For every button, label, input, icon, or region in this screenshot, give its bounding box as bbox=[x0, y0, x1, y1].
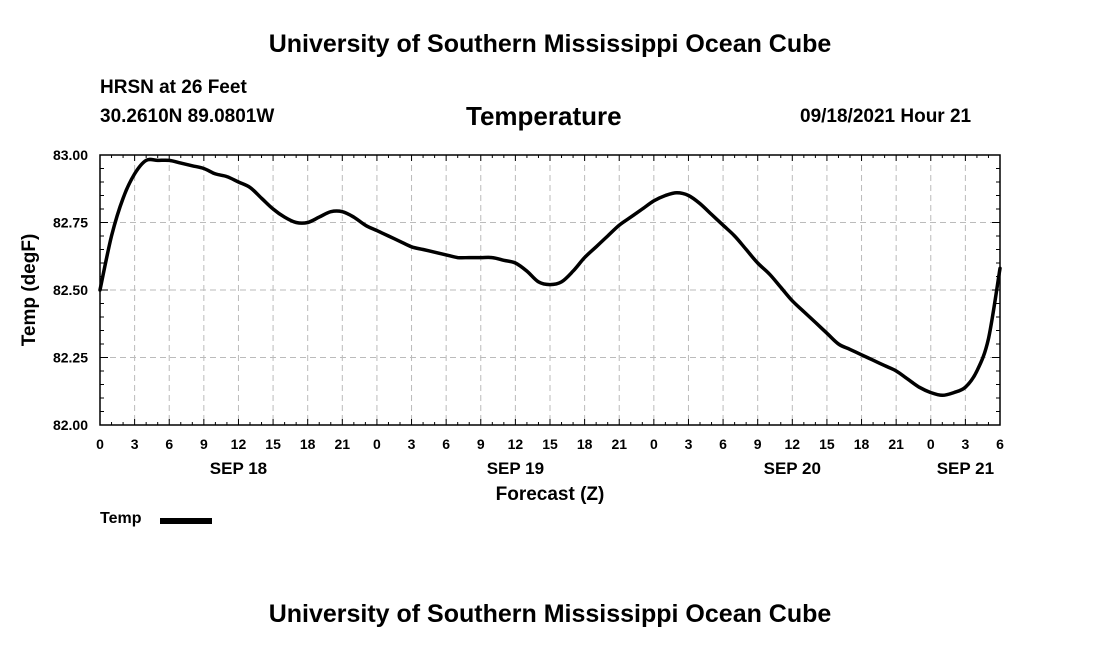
x-tick-label: 0 bbox=[373, 436, 381, 452]
x-tick-label: 15 bbox=[265, 436, 281, 452]
x-tick-label: 21 bbox=[888, 436, 904, 452]
axis-layer bbox=[99, 154, 1001, 426]
x-date-label: SEP 18 bbox=[210, 459, 267, 478]
x-tick-label: 6 bbox=[719, 436, 727, 452]
x-tick-label: 9 bbox=[477, 436, 485, 452]
x-tick-label: 6 bbox=[996, 436, 1004, 452]
x-tick-label: 3 bbox=[685, 436, 693, 452]
grid-layer bbox=[100, 155, 1000, 425]
x-tick-label: 12 bbox=[508, 436, 524, 452]
x-tick-label: 3 bbox=[408, 436, 416, 452]
x-tick-label: 6 bbox=[165, 436, 173, 452]
legend-label-temp: Temp bbox=[100, 510, 142, 527]
label-layer: Forecast (Z) Temp (degF) 0 3 6 9 12 15 18 21 0 3 6… bbox=[19, 147, 1004, 505]
station-coordinates: 30.2610N 89.0801W bbox=[100, 106, 275, 127]
x-tick-label: 21 bbox=[335, 436, 351, 452]
x-tick-label: 0 bbox=[96, 436, 104, 452]
x-tick-label: 15 bbox=[542, 436, 558, 452]
y-tick-label: 82.00 bbox=[53, 417, 88, 433]
x-date-label: SEP 19 bbox=[487, 459, 544, 478]
x-tick-label: 15 bbox=[819, 436, 835, 452]
x-tick-label: 6 bbox=[442, 436, 450, 452]
issue-time: 09/18/2021 Hour 21 bbox=[800, 106, 972, 127]
x-date-label: SEP 21 bbox=[937, 459, 994, 478]
x-tick-label: 21 bbox=[611, 436, 627, 452]
x-tick-label: 3 bbox=[961, 436, 969, 452]
series-layer bbox=[98, 157, 1002, 398]
x-date-label: SEP 20 bbox=[764, 459, 821, 478]
y-tick-label: 82.75 bbox=[53, 215, 88, 231]
x-tick-label: 0 bbox=[927, 436, 935, 452]
y-axis-label: Temp (degF) bbox=[19, 234, 40, 347]
station-label: HRSN at 26 Feet bbox=[100, 77, 247, 98]
main-title: University of Southern Mississippi Ocean… bbox=[268, 30, 832, 58]
y-tick-label: 83.00 bbox=[53, 147, 88, 163]
x-tick-label: 0 bbox=[650, 436, 658, 452]
x-tick-label: 12 bbox=[785, 436, 801, 452]
series-line-temp bbox=[98, 157, 1002, 398]
x-tick-label: 9 bbox=[754, 436, 762, 452]
x-tick-label: 12 bbox=[231, 436, 247, 452]
x-tick-label: 18 bbox=[854, 436, 870, 452]
x-axis-label: Forecast (Z) bbox=[496, 484, 605, 505]
footer-title: University of Southern Mississippi Ocean… bbox=[268, 600, 832, 628]
x-tick-label: 3 bbox=[131, 436, 139, 452]
chart-title: Temperature bbox=[466, 101, 622, 131]
y-tick-label: 82.25 bbox=[53, 350, 88, 366]
x-tick-label: 18 bbox=[577, 436, 593, 452]
x-tick-label: 18 bbox=[300, 436, 316, 452]
x-tick-label: 9 bbox=[200, 436, 208, 452]
y-tick-label: 82.50 bbox=[53, 282, 88, 298]
